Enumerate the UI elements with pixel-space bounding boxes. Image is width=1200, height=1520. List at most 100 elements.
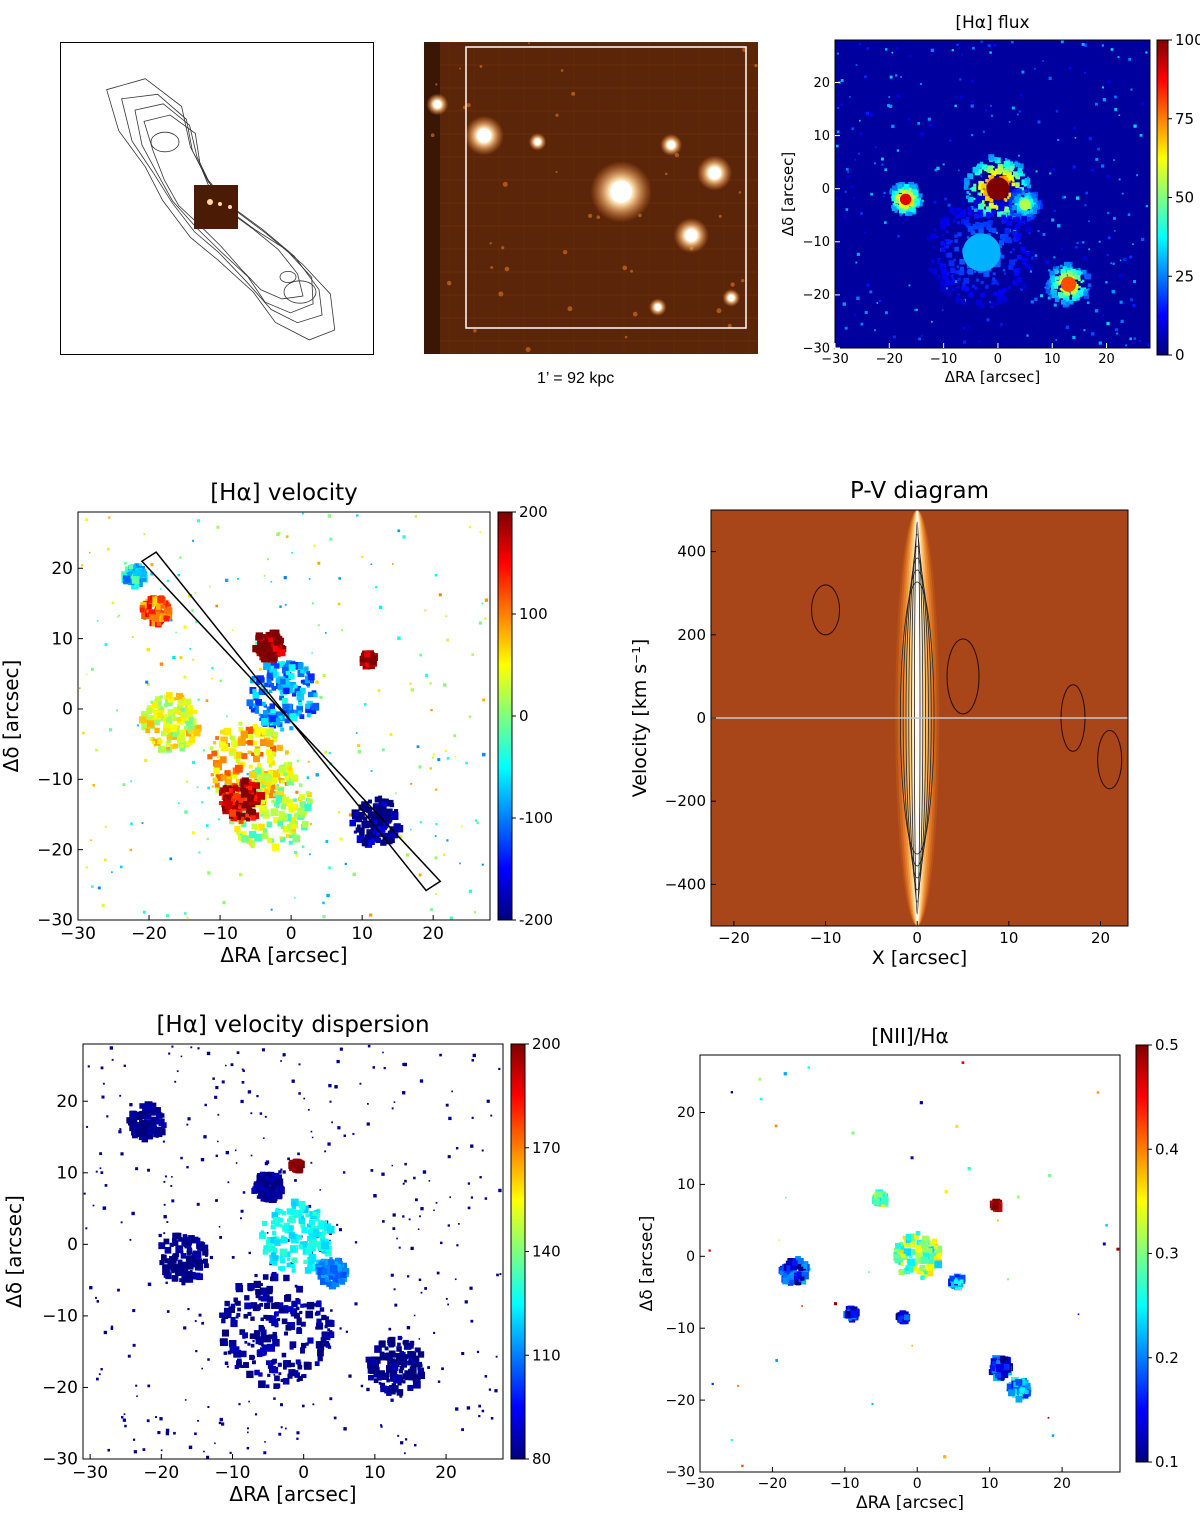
ha-dispersion-speckle (122, 1418, 127, 1422)
ha-flux-pixel (985, 179, 989, 183)
ha-dispersion-pixel (271, 1212, 278, 1219)
ha-flux-speckle (1011, 106, 1015, 110)
ha-dispersion-pixel (265, 1384, 270, 1389)
ha-flux-pixel (917, 196, 922, 201)
ha-flux-speckle (1132, 243, 1134, 245)
ha-flux-pixel (955, 298, 961, 304)
ha-velocity-speckle (210, 677, 213, 680)
ha-flux-pixel (911, 197, 915, 201)
ha-dispersion-pixel (275, 1178, 284, 1186)
ha-velocity-pixel (258, 786, 265, 792)
ha-dispersion-pixel (300, 1348, 305, 1354)
ha-velocity-pixel (249, 771, 257, 779)
ha-velocity-pixel (230, 735, 236, 741)
ha-flux-pixel (1008, 175, 1014, 181)
ha-velocity-pixel (207, 754, 213, 760)
ha-dispersion-pixel (249, 1354, 255, 1361)
ha-flux-speckle (919, 83, 922, 85)
ha-velocity-pixel (164, 615, 170, 622)
ha-flux-speckle (887, 104, 891, 108)
ha-velocity-speckle (284, 603, 287, 606)
ha-velocity-pixel (178, 707, 183, 711)
ha-flux-pixel (1028, 199, 1034, 205)
ha-velocity-speckle (484, 617, 487, 620)
ha-dispersion-pixel (228, 1306, 236, 1313)
ha-flux-pixel (918, 193, 923, 198)
ha-velocity-pixel (174, 708, 181, 715)
ha-dispersion-pixel (322, 1230, 327, 1235)
ha-dispersion-pixel (270, 1182, 276, 1187)
optical-source (609, 180, 633, 203)
ha-velocity-speckle (238, 872, 243, 877)
ha-flux-pixel (1060, 268, 1066, 274)
ha-dispersion-pixel (171, 1275, 179, 1282)
ha-dispersion-xtick-label: 10 (364, 1463, 386, 1483)
ha-flux-pixel (939, 225, 943, 229)
nii-ha-speckle (868, 1271, 870, 1273)
optical-fov-box (465, 46, 747, 329)
ha-velocity-speckle (449, 916, 453, 920)
ha-flux-speckle (978, 340, 981, 343)
ha-dispersion-pixel (417, 1371, 426, 1380)
ha-dispersion-ytick-label: 10 (56, 1163, 78, 1183)
ha-dispersion-pixel (144, 1109, 152, 1117)
ha-flux-pixel (1027, 176, 1030, 179)
ha-dispersion-speckle (132, 1438, 136, 1441)
ha-dispersion-speckle (329, 1100, 332, 1103)
ha-dispersion-pixel (290, 1308, 298, 1315)
optical-faint-source (562, 250, 568, 255)
nii-ha-speckle (911, 1344, 914, 1347)
nii-ha-pixel (915, 1245, 923, 1253)
ha-flux-pixel (1013, 188, 1020, 195)
ha-flux-speckle (1107, 211, 1110, 215)
ha-dispersion-speckle (424, 1287, 428, 1290)
ha-dispersion-speckle (171, 1176, 173, 1178)
ha-velocity-speckle (311, 652, 313, 654)
ha-dispersion-pixel (399, 1365, 405, 1371)
ha-velocity-pixel (253, 755, 260, 763)
ha-flux-speckle (851, 127, 855, 131)
scale-caption: 1’ = 92 kpc (537, 370, 615, 387)
ha-flux-pixel (1025, 187, 1029, 191)
ha-velocity-pixel (154, 727, 160, 734)
ha-dispersion-speckle (201, 1321, 204, 1325)
ha-flux-speckle (1086, 301, 1090, 305)
nii-ha-pixel (903, 1267, 911, 1275)
ha-velocity-pixel (163, 600, 169, 606)
nii-ha-noise (708, 1061, 1120, 1468)
ha-dispersion-speckle (406, 1275, 410, 1278)
ha-dispersion-speckle (259, 1112, 263, 1115)
ha-dispersion-speckle (410, 1246, 414, 1251)
ha-velocity-speckle (166, 914, 170, 918)
nii-ha-pixel (926, 1266, 931, 1272)
ha-velocity-speckle (217, 818, 221, 821)
ha-dispersion-pixel (255, 1293, 261, 1299)
nii-ha-colorbar-label: 0.5 (1155, 1036, 1179, 1054)
nii-ha-pixel (1025, 1382, 1031, 1389)
ha-dispersion-pixel (325, 1248, 329, 1253)
ha-velocity-pixel (285, 750, 289, 755)
ha-velocity-speckle (482, 698, 486, 702)
nii-ha-speckle (1016, 1195, 1020, 1199)
ha-flux-pixel (981, 183, 987, 189)
ha-dispersion-speckle (95, 1377, 99, 1381)
ha-velocity-pixel (385, 837, 393, 845)
ha-flux-speckle (1040, 294, 1043, 298)
ha-dispersion-pixel (183, 1235, 188, 1240)
nii-ha-pixel (920, 1275, 925, 1280)
ha-velocity-pixel (261, 783, 266, 788)
ha-velocity-pixel (173, 743, 179, 749)
ha-flux-speckle (1052, 168, 1055, 171)
ha-velocity-pixel (269, 642, 274, 648)
ha-dispersion-emission-blob (219, 1271, 335, 1389)
ha-flux-pixel (1017, 269, 1020, 273)
ha-flux-pixel (1046, 282, 1052, 288)
ha-dispersion-speckle (196, 1202, 200, 1206)
ha-velocity-pixel (275, 677, 281, 683)
ha-dispersion-pixel (296, 1234, 302, 1240)
ha-dispersion-pixel (233, 1346, 240, 1353)
ha-dispersion-speckle (413, 1176, 416, 1180)
ha-flux-speckle (860, 322, 864, 326)
ha-dispersion-pixel (263, 1334, 271, 1343)
nii-ha-speckle (1048, 1173, 1052, 1178)
